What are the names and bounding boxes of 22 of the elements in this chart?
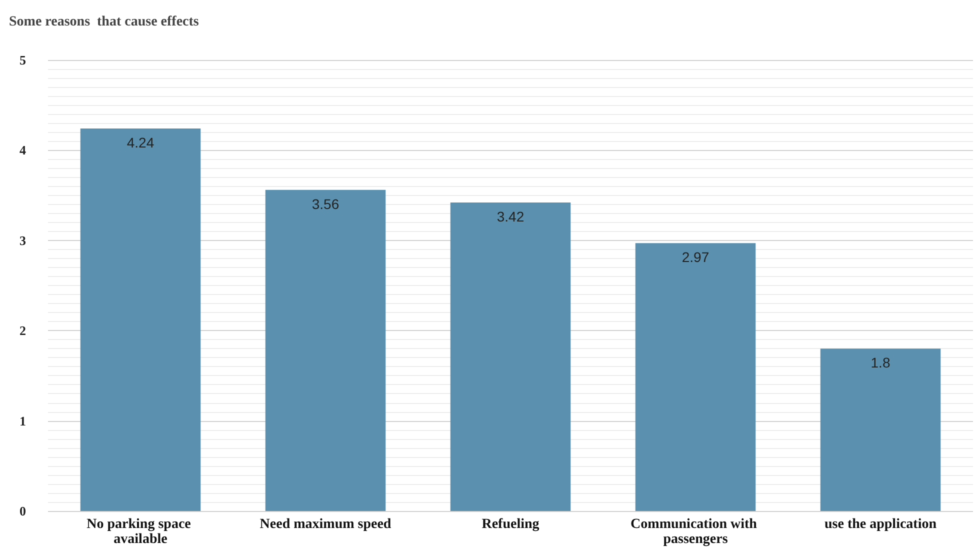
data-label: 4.24: [126, 134, 154, 151]
x-tick-label: Refueling: [482, 517, 540, 532]
y-tick-label: 3: [20, 232, 26, 248]
bar: [265, 190, 386, 511]
data-label: 3.42: [496, 208, 524, 225]
chart-title: Some reasons that cause effects: [9, 14, 200, 30]
x-tick-label: use the application: [824, 517, 937, 532]
data-label: 2.97: [682, 249, 710, 266]
y-tick-label: 4: [20, 142, 26, 158]
x-tick-label: Communication with passengers: [630, 517, 760, 547]
y-tick-label: 1: [20, 413, 26, 428]
data-label: 1.8: [870, 354, 890, 371]
bar: [820, 348, 941, 511]
x-tick-label: Need maximum speed: [260, 517, 392, 532]
bar: [635, 243, 756, 511]
y-tick-label: 0: [20, 504, 26, 518]
y-tick-label: 5: [20, 52, 26, 68]
data-label: 3.56: [312, 196, 340, 212]
y-tick-label: 2: [20, 323, 26, 338]
x-tick-label: No parking space available: [86, 517, 194, 547]
bar: [450, 202, 571, 511]
bar: [80, 128, 201, 511]
